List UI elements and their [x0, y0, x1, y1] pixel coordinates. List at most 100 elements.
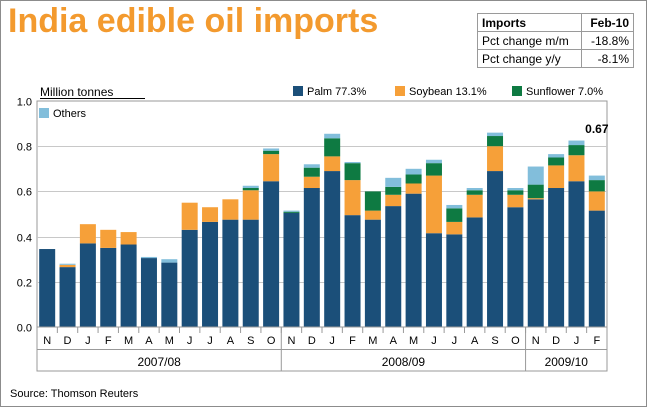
bar-segment-sunflower: [446, 208, 463, 222]
info-table-row-yy: Pct change y/y -8.1%: [476, 49, 634, 68]
bar-segment-palm: [548, 188, 565, 327]
bar-segment-soybean: [79, 224, 96, 244]
bar-segment-sunflower: [507, 190, 524, 195]
bar-segment-palm: [303, 188, 320, 327]
bar-segment-soybean: [548, 165, 565, 189]
bar-segment-others: [263, 148, 280, 151]
info-table-header: Imports Feb-10: [476, 13, 634, 32]
bar-segment-others: [242, 185, 259, 189]
bar-segment-palm: [39, 249, 56, 327]
bar-segment-soybean: [344, 180, 361, 216]
x-tick-label: M: [368, 335, 377, 347]
bar-segment-soybean: [527, 198, 544, 200]
bar-segment-sunflower: [466, 190, 483, 195]
bar-segment-others: [548, 154, 565, 158]
bar-segment-soybean: [568, 155, 585, 182]
bar-segment-palm: [568, 181, 585, 327]
year-group-label: 2009/10: [545, 355, 589, 369]
x-tick-label: J: [85, 335, 91, 347]
bar-segment-soybean: [324, 156, 341, 172]
bar-segment-palm: [385, 206, 402, 327]
bar-segment-soybean: [100, 229, 117, 248]
x-tick-label: J: [187, 335, 193, 347]
year-group-label: 2007/08: [137, 355, 181, 369]
imports-info-table: Imports Feb-10 Pct change m/m -18.8% Pct…: [476, 13, 634, 68]
bar-segment-palm: [59, 267, 76, 327]
x-tick-label: N: [532, 335, 540, 347]
bar-segment-soybean: [466, 194, 483, 218]
bar-segment-sunflower: [588, 180, 605, 192]
bar-segment-soybean: [487, 146, 504, 172]
bar-segment-others: [283, 210, 300, 212]
y-tick-label: 0.0: [17, 323, 32, 335]
x-tick-label: N: [43, 335, 51, 347]
bar-segment-soybean: [242, 190, 259, 220]
bar-segment-others: [425, 159, 442, 164]
bar-segment-others: [59, 263, 76, 265]
bar-segment-palm: [263, 181, 280, 327]
x-tick-label: J: [431, 335, 437, 347]
chart-title: India edible oil imports: [8, 2, 379, 40]
legend-swatch-sunflower: [512, 86, 522, 96]
info-row-value: -18.8%: [581, 31, 634, 50]
bar-segment-soybean: [263, 154, 280, 182]
bar-segment-others: [344, 162, 361, 164]
bar-segment-palm: [324, 171, 341, 327]
bar-segment-soybean: [303, 176, 320, 189]
bar-segment-others: [303, 164, 320, 168]
x-tick-label: D: [552, 335, 560, 347]
bar-segment-sunflower: [385, 186, 402, 195]
bar-segment-sunflower: [283, 211, 300, 213]
x-tick-label: F: [593, 335, 600, 347]
info-row-value: -8.1%: [581, 49, 634, 68]
info-header-label: Imports: [476, 13, 583, 32]
bar-segment-soybean: [181, 202, 198, 230]
bar-segment-soybean: [364, 210, 381, 220]
x-tick-label: A: [227, 335, 235, 347]
bar-segment-others: [507, 188, 524, 191]
bar-segment-sunflower: [405, 174, 422, 184]
bar-segment-soybean: [507, 194, 524, 208]
bar-segment-palm: [364, 219, 381, 327]
bar-segment-palm: [100, 247, 117, 327]
bar-segment-others: [405, 168, 422, 175]
x-tick-label: J: [452, 335, 458, 347]
bar-segment-palm: [527, 199, 544, 327]
bar-segment-sunflower: [527, 184, 544, 199]
y-tick-label: 0.6: [17, 187, 32, 199]
info-row-label: Pct change y/y: [476, 49, 583, 68]
x-tick-label: M: [409, 335, 418, 347]
bar-segment-palm: [588, 210, 605, 327]
bar-segment-palm: [344, 215, 361, 327]
x-tick-label: F: [105, 335, 112, 347]
bar-segment-palm: [242, 219, 259, 327]
bar-segment-palm: [466, 217, 483, 327]
bar-segment-sunflower: [263, 150, 280, 155]
bar-segment-palm: [425, 233, 442, 327]
bar-segment-others: [140, 256, 157, 259]
bar-segment-others: [527, 166, 544, 185]
bar-segment-soybean: [202, 207, 219, 222]
bar-segment-others: [487, 132, 504, 137]
bar-segment-soybean: [385, 194, 402, 207]
x-tick-label: F: [349, 335, 356, 347]
bar-segment-others: [385, 177, 402, 187]
bar-segment-sunflower: [303, 167, 320, 177]
bar-segment-soybean: [120, 232, 137, 245]
bar-segment-soybean: [222, 199, 239, 220]
legend-label-soybean: Soybean 13.1%: [409, 86, 487, 98]
bar-segment-soybean: [588, 191, 605, 211]
x-tick-label: A: [145, 335, 153, 347]
x-tick-label: D: [308, 335, 316, 347]
x-tick-label: M: [165, 335, 174, 347]
bar-segment-sunflower: [548, 157, 565, 166]
bar-segment-soybean: [405, 183, 422, 194]
bar-segment-sunflower: [364, 191, 381, 211]
y-axis-label: Million tonnes: [40, 85, 113, 99]
bar-segment-palm: [181, 229, 198, 327]
bar-segment-sunflower: [487, 136, 504, 147]
y-tick-label: 1.0: [17, 97, 32, 109]
bar-segment-palm: [140, 258, 157, 327]
bar-segment-palm: [222, 219, 239, 327]
